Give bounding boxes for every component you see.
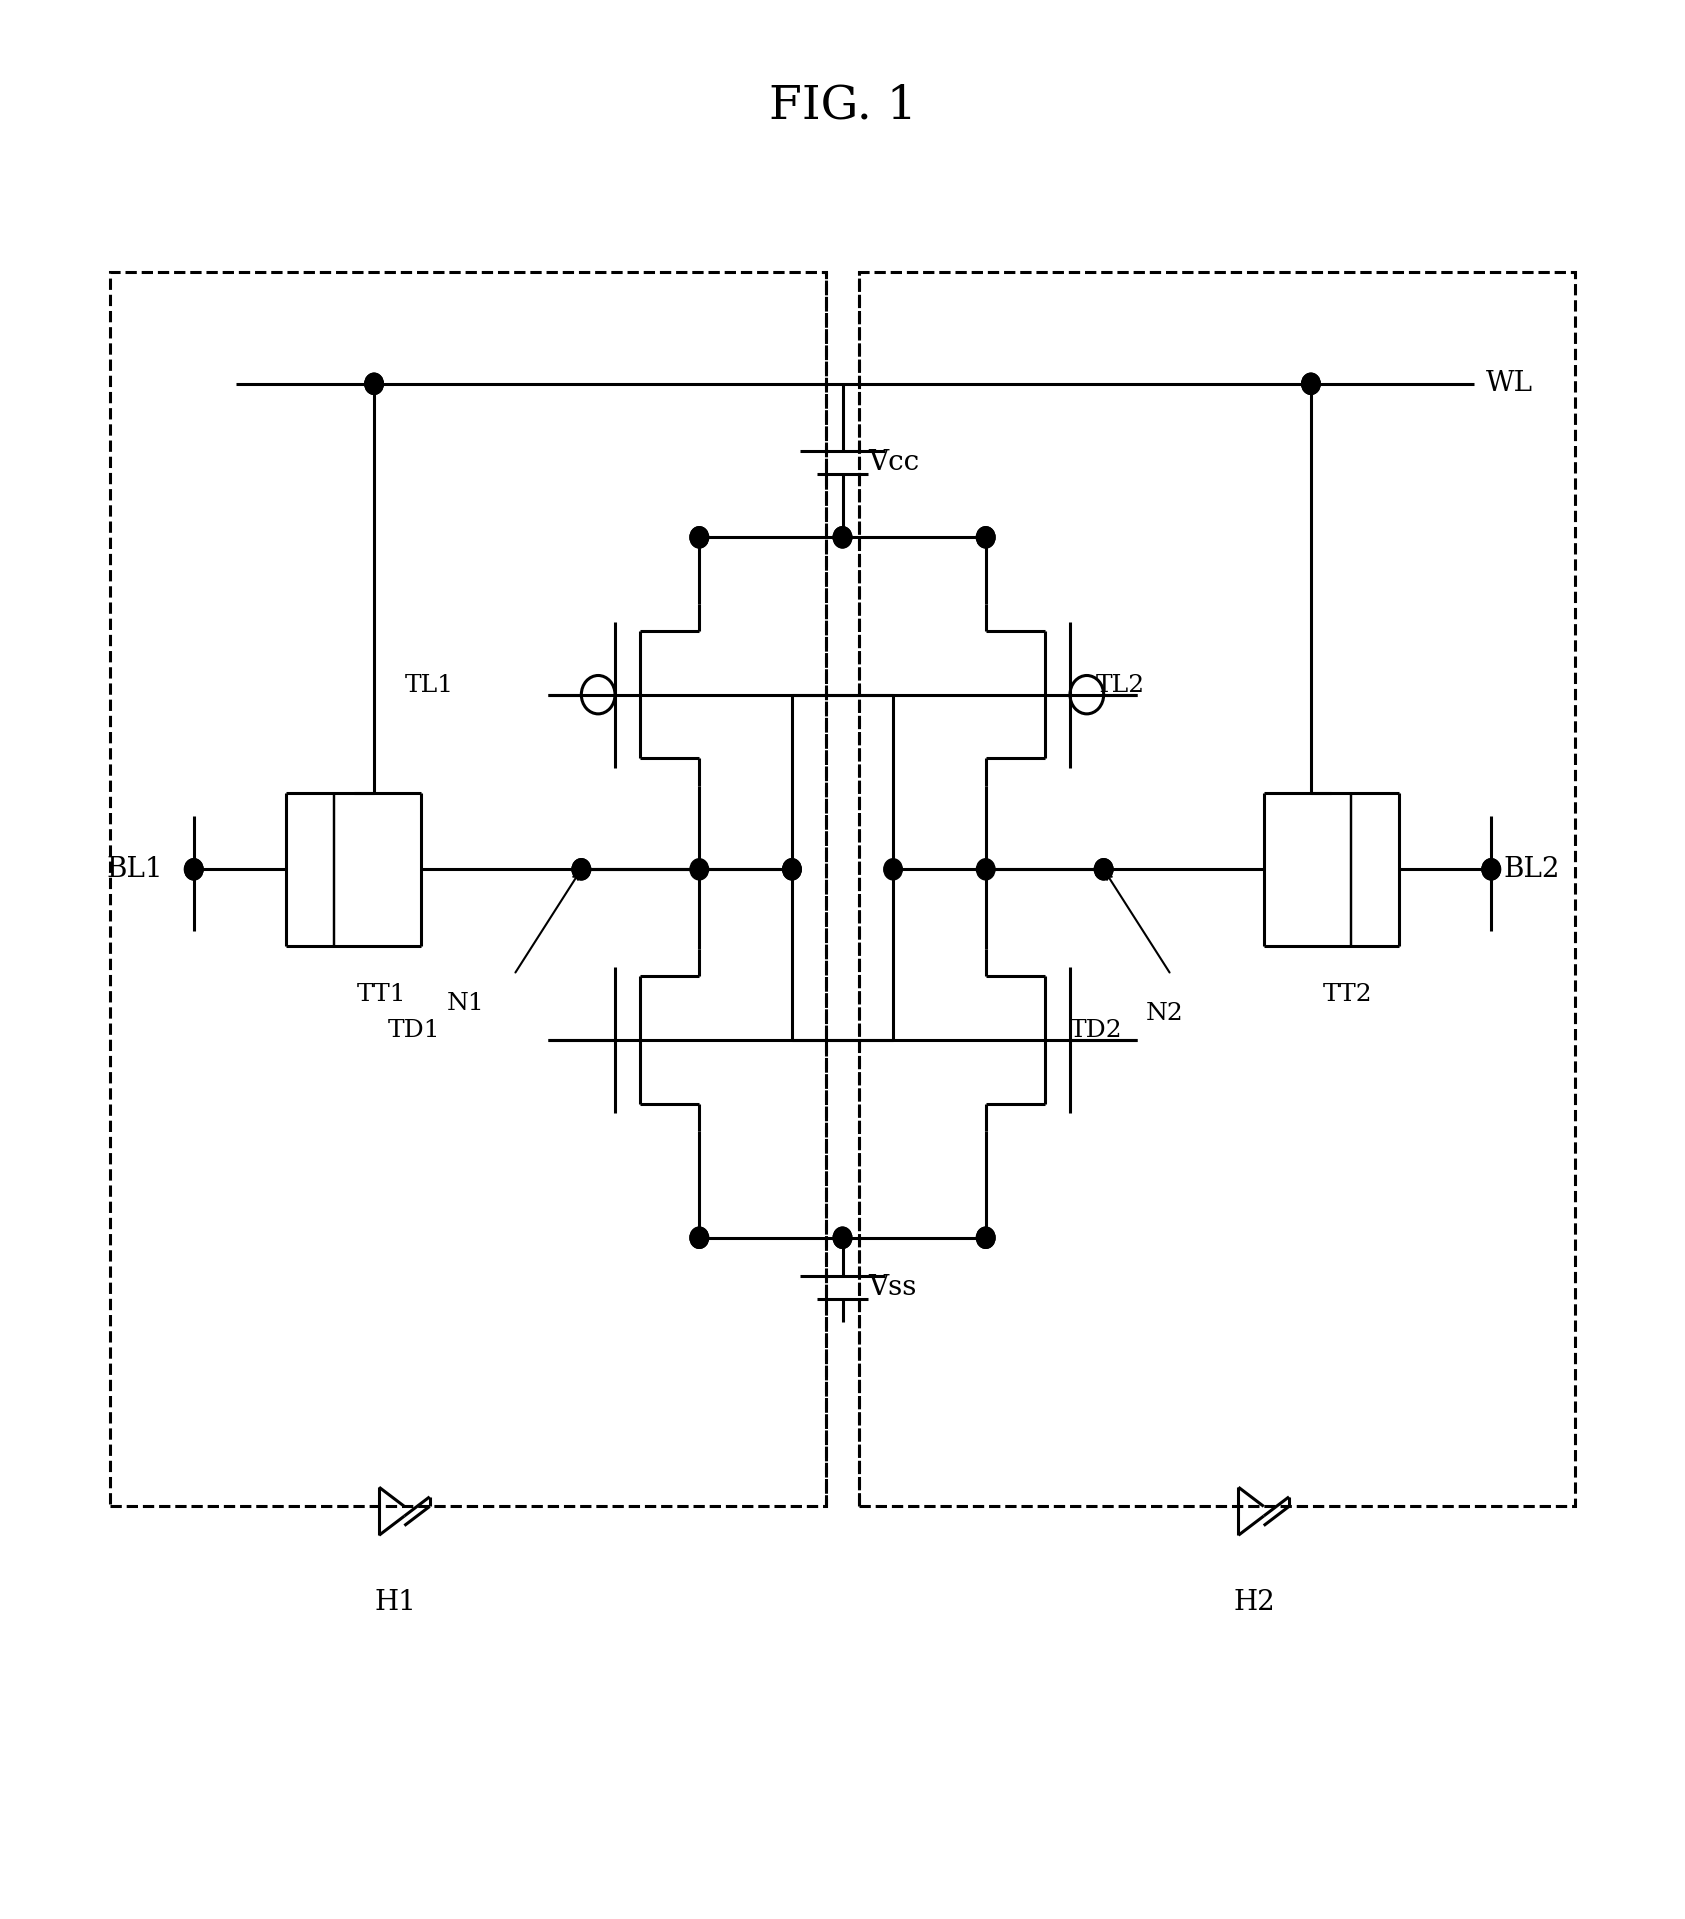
Circle shape [883, 860, 903, 879]
Circle shape [1095, 860, 1112, 879]
Circle shape [691, 528, 709, 549]
Text: WL: WL [1486, 370, 1533, 397]
Text: N1: N1 [447, 992, 484, 1015]
Circle shape [832, 1228, 851, 1249]
Text: H1: H1 [374, 1589, 416, 1616]
Circle shape [1483, 860, 1500, 879]
Text: Vss: Vss [868, 1274, 917, 1301]
Circle shape [691, 1228, 709, 1249]
Text: H2: H2 [1233, 1589, 1276, 1616]
Circle shape [976, 1228, 994, 1249]
Bar [859, 272, 1575, 1506]
Circle shape [185, 860, 204, 879]
Circle shape [832, 528, 851, 549]
Circle shape [782, 860, 800, 879]
Circle shape [782, 860, 800, 879]
Circle shape [185, 860, 204, 879]
Text: TD2: TD2 [1070, 1019, 1122, 1042]
Circle shape [976, 860, 994, 879]
Text: BL1: BL1 [106, 856, 163, 883]
Circle shape [832, 528, 851, 549]
Circle shape [1303, 372, 1321, 393]
Circle shape [571, 860, 590, 879]
Circle shape [364, 372, 384, 393]
Text: TL2: TL2 [1095, 674, 1144, 697]
Circle shape [691, 1228, 709, 1249]
Bar [110, 272, 826, 1506]
Text: Vcc: Vcc [868, 449, 918, 476]
Circle shape [832, 1228, 851, 1249]
Circle shape [976, 528, 994, 549]
Circle shape [976, 1228, 994, 1249]
Text: N2: N2 [1146, 1002, 1183, 1025]
Circle shape [1483, 860, 1500, 879]
Text: TD1: TD1 [388, 1019, 440, 1042]
Circle shape [691, 860, 709, 879]
Circle shape [1303, 372, 1321, 393]
Text: BL2: BL2 [1503, 856, 1560, 883]
Circle shape [691, 528, 709, 549]
Circle shape [364, 372, 384, 393]
Text: TL1: TL1 [404, 674, 453, 697]
Circle shape [1095, 860, 1112, 879]
Circle shape [976, 528, 994, 549]
Text: TT2: TT2 [1323, 983, 1372, 1006]
Text: TT1: TT1 [357, 983, 406, 1006]
Circle shape [571, 860, 590, 879]
Text: FIG. 1: FIG. 1 [768, 83, 917, 129]
